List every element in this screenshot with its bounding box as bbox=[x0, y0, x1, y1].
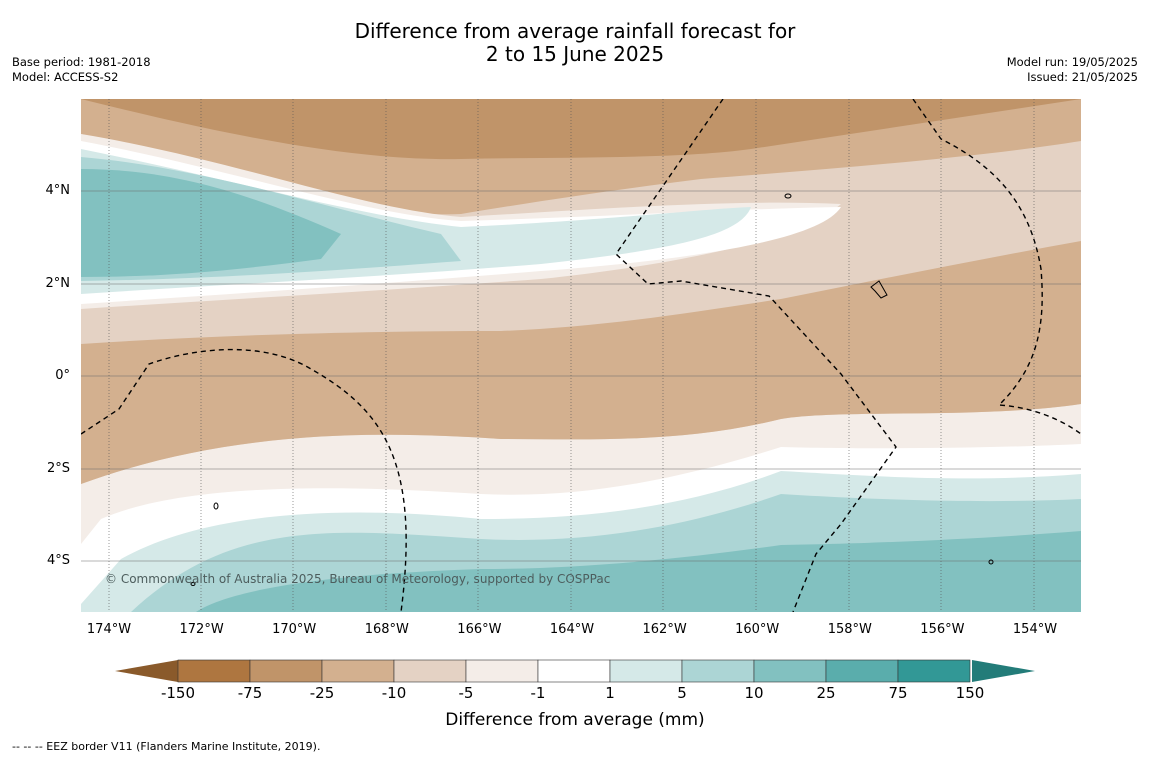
band-25-75-north bbox=[81, 169, 341, 277]
longitude-label: 166°W bbox=[457, 622, 502, 637]
colorbar-tick-label: 25 bbox=[816, 684, 836, 702]
colorbar-tick-label: 75 bbox=[888, 684, 908, 702]
colorbar-cell bbox=[753, 659, 827, 683]
colorbar-cell bbox=[681, 659, 755, 683]
colorbar bbox=[115, 659, 1035, 683]
colorbar-tick-label: -25 bbox=[309, 684, 335, 702]
rainfall-map-svg bbox=[81, 99, 1081, 612]
model-run-date: Model run: 19/05/2025 bbox=[1006, 55, 1138, 69]
latitude-label: 2°N bbox=[45, 276, 71, 291]
longitude-label: 172°W bbox=[179, 622, 224, 637]
meta-right: Model run: 19/05/2025 Issued: 21/05/2025 bbox=[1007, 55, 1138, 85]
title-line-1: Difference from average rainfall forecas… bbox=[354, 19, 796, 43]
latitude-label: 2°S bbox=[46, 461, 70, 476]
meta-left: Base period: 1981-2018 Model: ACCESS-S2 bbox=[12, 55, 151, 85]
colorbar-cell bbox=[249, 659, 323, 683]
colorbar-cell bbox=[177, 659, 251, 683]
longitude-label: 160°W bbox=[735, 622, 780, 637]
colorbar-tick-label: -5 bbox=[458, 684, 474, 702]
colorbar-cell bbox=[465, 659, 539, 683]
longitude-label: 164°W bbox=[549, 622, 595, 637]
colorbar-tick-label: 10 bbox=[744, 684, 764, 702]
colorbar-tick-label: 1 bbox=[605, 684, 615, 702]
colorbar-cell bbox=[897, 659, 971, 683]
colorbar-arrow-low bbox=[115, 660, 178, 682]
colorbar-tick-label: -150 bbox=[160, 684, 196, 702]
colorbar-tick-label: -10 bbox=[381, 684, 407, 702]
colorbar-cell bbox=[609, 659, 683, 683]
island-outlines bbox=[190, 193, 994, 586]
longitude-label: 168°W bbox=[364, 622, 409, 637]
base-period: Base period: 1981-2018 bbox=[12, 55, 151, 69]
longitude-label: 156°W bbox=[920, 622, 965, 637]
latitude-label: 4°N bbox=[45, 183, 71, 198]
colorbar-cell bbox=[537, 659, 611, 683]
latitude-label: 0° bbox=[55, 368, 70, 383]
title-line-2: 2 to 15 June 2025 bbox=[485, 42, 665, 66]
colorbar-tick-label: 150 bbox=[955, 684, 985, 702]
longitude-label: 170°W bbox=[272, 622, 317, 637]
colorbar-label: Difference from average (mm) bbox=[445, 710, 705, 730]
longitude-label: 162°W bbox=[642, 622, 687, 637]
eez-footnote: -- -- -- EEZ border V11 (Flanders Marine… bbox=[12, 740, 321, 753]
colorbar-tick-label: -75 bbox=[237, 684, 263, 702]
issued-date: Issued: 21/05/2025 bbox=[1027, 70, 1138, 84]
colorbar-cells bbox=[177, 659, 971, 683]
eez-borders bbox=[81, 99, 1081, 612]
longitude-label: 158°W bbox=[827, 622, 872, 637]
band-minus75-minus25 bbox=[81, 99, 1081, 160]
latitude-gridlines bbox=[81, 190, 1081, 562]
latitude-label: 4°S bbox=[46, 553, 70, 568]
longitude-label: 154°W bbox=[1012, 622, 1058, 637]
band-minus25-minus10-equator bbox=[81, 241, 1081, 484]
rainfall-map bbox=[81, 99, 1081, 612]
colorbar-tick-label: -1 bbox=[530, 684, 546, 702]
model-name: Model: ACCESS-S2 bbox=[12, 70, 119, 84]
colorbar-cell bbox=[321, 659, 395, 683]
colorbar-tick-label: 5 bbox=[677, 684, 687, 702]
longitude-label: 174°W bbox=[86, 622, 132, 637]
copyright-notice: © Commonwealth of Australia 2025, Bureau… bbox=[105, 572, 611, 586]
colorbar-cell bbox=[393, 659, 467, 683]
chart-title: Difference from average rainfall forecas… bbox=[0, 20, 1150, 66]
colorbar-cell bbox=[825, 659, 899, 683]
colorbar-arrow-high bbox=[972, 660, 1035, 682]
